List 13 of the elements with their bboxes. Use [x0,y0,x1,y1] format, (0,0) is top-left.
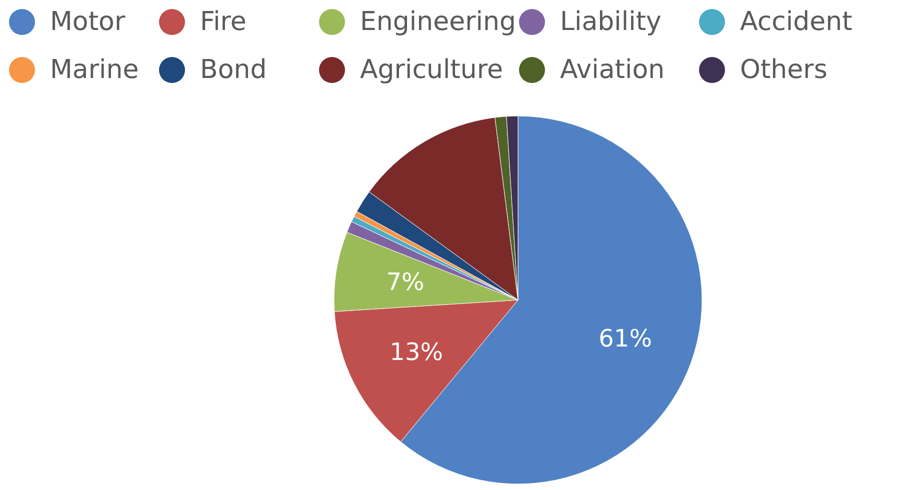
legend-label: Others [740,55,828,85]
data-label: 7% [386,268,424,296]
legend-label: Marine [50,55,139,85]
data-label: 13% [390,338,444,366]
legend-label: Liability [560,7,662,37]
legend-label: Accident [740,7,852,37]
legend-label: Engineering [360,7,516,37]
legend-label: Fire [200,7,246,37]
legend-label: Aviation [560,55,665,85]
data-label: 61% [598,324,652,353]
legend-label: Motor [50,7,126,37]
legend-label: Bond [200,55,267,85]
legend-label: Agriculture [360,55,503,85]
